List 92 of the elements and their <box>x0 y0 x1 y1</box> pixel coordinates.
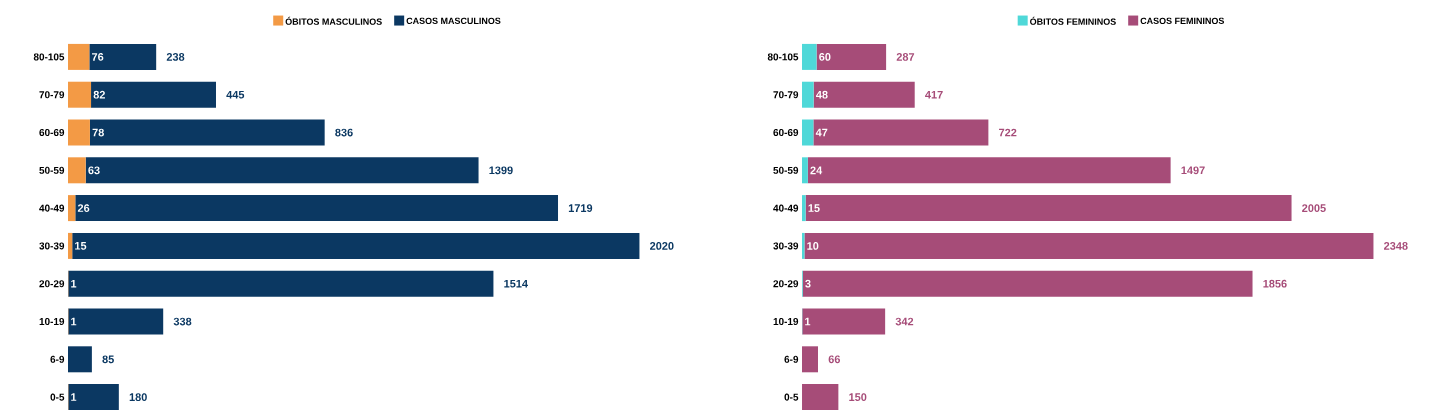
data-label: 76 <box>92 53 104 61</box>
y-tick-label: 30-39 <box>39 242 65 250</box>
bar <box>89 119 325 146</box>
data-label: 1856 <box>1263 279 1287 288</box>
y-tick-label: 10-19 <box>773 317 799 326</box>
data-label: 1 <box>71 393 77 401</box>
data-label: 78 <box>92 128 104 137</box>
bar <box>804 232 1374 259</box>
bar <box>68 308 164 335</box>
legend-label: ÓBITOS FEMININOS <box>1030 16 1116 25</box>
bar <box>802 195 806 222</box>
y-tick-label: 70-79 <box>39 91 65 99</box>
data-label: 3 <box>805 279 811 288</box>
bar <box>68 232 73 259</box>
data-label: 1719 <box>568 204 593 212</box>
data-label: 66 <box>828 355 841 364</box>
data-label: 15 <box>808 204 820 212</box>
data-label: 1514 <box>504 279 528 288</box>
y-tick-label: 80-105 <box>767 53 799 61</box>
data-label: 2005 <box>1302 204 1326 212</box>
bar <box>802 384 839 411</box>
y-tick-label: 80-105 <box>33 53 65 61</box>
y-tick-label: 6-9 <box>784 355 799 363</box>
bar <box>802 157 808 184</box>
bar <box>85 157 479 184</box>
data-label: 342 <box>895 317 914 326</box>
data-label: 287 <box>896 53 915 61</box>
data-label: 24 <box>810 166 823 175</box>
y-tick-label: 20-29 <box>39 280 65 288</box>
bar <box>802 308 886 335</box>
data-label: 48 <box>816 90 828 99</box>
data-label: 722 <box>999 128 1017 137</box>
data-label: 445 <box>226 90 245 99</box>
bar <box>68 157 86 184</box>
bar <box>72 232 640 259</box>
y-tick-label: 60-69 <box>39 128 65 137</box>
data-label: 1 <box>71 317 77 326</box>
data-label: 1497 <box>1181 166 1205 175</box>
data-label: 338 <box>173 317 192 326</box>
y-tick-label: 10-19 <box>39 317 65 326</box>
bar <box>68 81 92 108</box>
bar <box>68 384 119 411</box>
data-label: 10 <box>807 242 819 250</box>
bar <box>68 270 494 297</box>
data-label: 238 <box>166 53 185 61</box>
y-tick-label: 6-9 <box>50 355 65 363</box>
bar <box>91 81 216 108</box>
data-label: 180 <box>129 393 147 401</box>
legend-label: ÓBITOS MASCULINOS <box>285 16 382 25</box>
y-tick-label: 70-79 <box>773 91 799 99</box>
data-label: 26 <box>77 204 90 212</box>
legend-label: CASOS MASCULINOS <box>406 17 501 25</box>
y-tick-label: 0-5 <box>784 393 799 401</box>
bar <box>807 157 1171 184</box>
y-tick-label: 50-59 <box>773 166 799 174</box>
bar <box>802 81 814 108</box>
data-label: 1399 <box>489 166 513 175</box>
data-label: 47 <box>815 128 828 137</box>
bar <box>68 195 76 222</box>
data-label: 1 <box>71 279 77 288</box>
data-label: 82 <box>93 90 105 99</box>
bar <box>813 81 915 108</box>
data-label: 15 <box>75 242 87 250</box>
y-tick-label: 20-29 <box>773 280 799 288</box>
y-tick-label: 40-49 <box>773 204 799 212</box>
bar <box>68 119 90 146</box>
data-label: 85 <box>102 355 114 364</box>
bar <box>68 346 92 373</box>
data-label: 2020 <box>650 242 674 250</box>
bar <box>89 43 157 70</box>
legend-label: CASOS FEMININOS <box>1140 17 1225 25</box>
bar <box>816 43 887 70</box>
y-tick-label: 30-39 <box>773 242 799 250</box>
data-label: 150 <box>849 393 867 401</box>
data-label: 417 <box>925 90 943 99</box>
data-label: 63 <box>88 166 100 175</box>
bar <box>805 195 1292 222</box>
data-label: 60 <box>819 53 831 61</box>
y-tick-label: 50-59 <box>39 166 65 174</box>
data-label: 2348 <box>1384 242 1408 250</box>
y-tick-label: 60-69 <box>773 128 799 137</box>
y-tick-label: 0-5 <box>50 393 65 401</box>
bar <box>75 195 559 222</box>
bar <box>802 119 814 146</box>
bar <box>68 43 90 70</box>
y-tick-label: 40-49 <box>39 204 65 212</box>
bar <box>802 43 817 70</box>
data-label: 836 <box>335 128 353 137</box>
data-label: 1 <box>805 317 811 326</box>
bar <box>813 119 989 146</box>
bar <box>802 270 1253 297</box>
bar <box>802 346 819 373</box>
